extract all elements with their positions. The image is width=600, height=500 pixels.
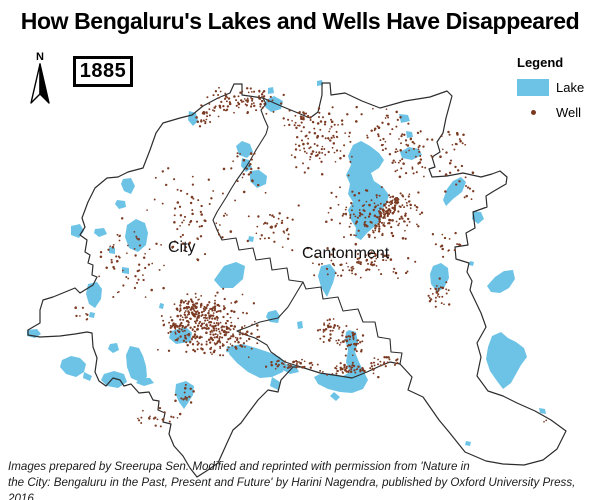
lake-polygon — [406, 131, 413, 138]
caption-line-1: Images prepared by Sreerupa Sen. Modifie… — [8, 460, 470, 473]
page-title: How Bengaluru's Lakes and Wells Have Dis… — [20, 8, 580, 34]
lake-polygon — [248, 236, 254, 242]
lake-polygon — [109, 247, 115, 254]
lake-polygon — [330, 392, 340, 401]
source-caption: Images prepared by Sreerupa Sen. Modifie… — [8, 459, 596, 500]
lake-polygon — [250, 170, 267, 188]
caption-line-2: the City: Bengaluru in the Past, Present… — [8, 476, 576, 500]
lake-polygon — [125, 219, 148, 252]
lake-polygon — [443, 177, 466, 206]
legend: Legend Lake Well — [517, 55, 597, 129]
north-label: N — [36, 51, 44, 63]
lake-polygon — [159, 303, 164, 309]
lake-polygon — [94, 228, 107, 237]
lake-polygon — [188, 111, 198, 126]
municipal-boundary — [27, 82, 567, 478]
region-label-city: City — [168, 239, 196, 256]
north-indicator: N — [28, 52, 52, 106]
lake-polygon — [122, 267, 129, 274]
region-label-cantonment: Cantonment — [302, 245, 390, 262]
year-badge: 1885 — [73, 56, 133, 87]
inner-boundary-line — [212, 97, 304, 368]
legend-item-lake: Lake — [517, 79, 597, 96]
lake-polygon — [175, 381, 194, 409]
legend-title: Legend — [517, 55, 564, 70]
wells-layer — [74, 86, 548, 428]
lake-polygon — [229, 344, 286, 378]
lake-polygon — [86, 282, 102, 308]
lake-polygon — [297, 321, 303, 329]
lake-label: Lake — [556, 80, 585, 95]
well-dot-icon — [530, 110, 536, 115]
well-label: Well — [556, 105, 582, 120]
well-swatch-wrap — [517, 110, 549, 115]
lake-polygon — [89, 312, 95, 318]
lake-polygon — [318, 264, 336, 297]
lake-polygon — [469, 261, 474, 266]
lake-polygon — [539, 408, 546, 414]
lake-swatch-icon — [517, 79, 549, 96]
lake-polygon — [115, 200, 126, 209]
legend-item-well: Well — [517, 105, 597, 120]
lake-polygon — [465, 441, 471, 446]
lake-polygon — [486, 332, 527, 389]
north-arrow-icon — [30, 63, 50, 104]
inner-boundary-line — [302, 281, 403, 365]
lake-polygon — [268, 87, 274, 94]
lake-polygon — [126, 346, 147, 382]
lake-polygon — [108, 343, 119, 353]
lake-polygon — [214, 262, 245, 288]
lake-polygon — [265, 96, 283, 112]
lake-polygon — [83, 372, 92, 381]
lake-polygon — [399, 114, 410, 123]
lake-polygon — [472, 211, 484, 224]
lake-polygon — [487, 270, 515, 293]
lake-polygon — [270, 377, 280, 390]
lake-polygon — [121, 178, 135, 194]
lake-polygon — [136, 378, 154, 386]
lake-polygon — [60, 356, 86, 377]
